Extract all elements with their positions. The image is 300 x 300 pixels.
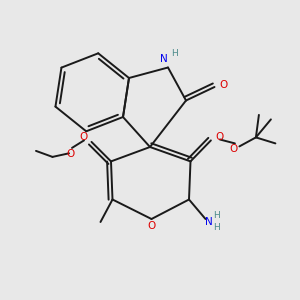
Text: O: O [215,132,224,142]
Text: N: N [205,217,212,227]
Text: O: O [66,149,75,159]
Text: O: O [147,220,156,231]
Text: O: O [219,80,228,91]
Text: H: H [214,224,220,232]
Text: O: O [229,144,238,154]
Text: O: O [79,132,87,142]
Text: N: N [160,54,168,64]
Text: H: H [214,212,220,220]
Text: H: H [171,49,177,58]
